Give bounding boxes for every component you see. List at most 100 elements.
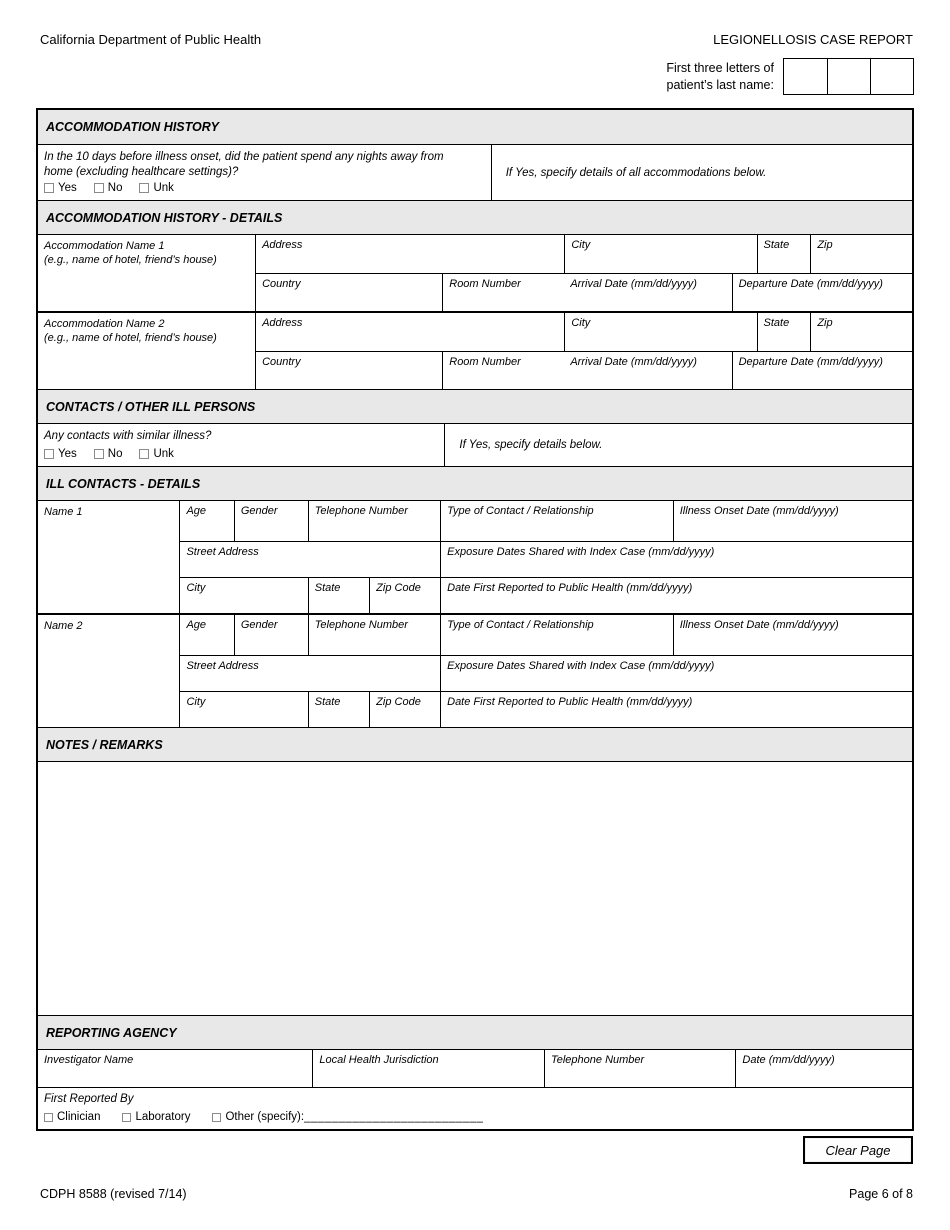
street-address-field[interactable]: Street Address: [186, 546, 259, 558]
option-clinician: Clinician: [44, 1111, 100, 1123]
no-checkbox[interactable]: [93, 449, 104, 459]
option-no: No: [93, 182, 122, 194]
address-field[interactable]: Address: [262, 317, 303, 329]
room-number-field[interactable]: Room Number: [442, 274, 564, 311]
laboratory-checkbox[interactable]: [122, 1112, 132, 1122]
accommodation-2-country-row: Country Room Number Arrival Date (mm/dd/…: [256, 351, 912, 389]
zip-field[interactable]: Zip: [810, 235, 912, 273]
accommodation-question-options: Yes No Unk: [44, 182, 485, 194]
arrival-date-field[interactable]: Arrival Date (mm/dd/yyyy): [570, 278, 697, 290]
accommodation-row-1: Accommodation Name 1 (e.g., name of hote…: [38, 234, 912, 311]
zip-code-field[interactable]: Zip Code: [369, 578, 440, 613]
contact-type-field[interactable]: Type of Contact / Relationship: [440, 615, 673, 655]
contacts-question-options: Yes No Unk: [44, 448, 438, 460]
contact-type-field[interactable]: Type of Contact / Relationship: [440, 501, 673, 541]
illness-onset-date-field[interactable]: Illness Onset Date (mm/dd/yyyy): [672, 501, 912, 541]
state-field[interactable]: State: [756, 235, 811, 273]
unk-checkbox[interactable]: [139, 449, 150, 459]
accommodation-1-country-row: Country Room Number Arrival Date (mm/dd/…: [256, 273, 912, 311]
departure-date-field[interactable]: Departure Date (mm/dd/yyyy): [731, 274, 912, 311]
age-field[interactable]: Age: [186, 505, 207, 517]
option-no: No: [93, 448, 122, 460]
contact-1-info-row: Age Gender Telephone Number Type of Cont…: [180, 501, 912, 541]
zip-code-field[interactable]: Zip Code: [369, 692, 440, 727]
initial-box-1[interactable]: [784, 59, 827, 94]
contact-1-details: Age Gender Telephone Number Type of Cont…: [180, 501, 912, 613]
state-field[interactable]: State: [307, 692, 369, 727]
contact-2-city-row: City State Zip Code Date First Reported …: [180, 691, 912, 727]
other-specify-line[interactable]: __________________________: [304, 1111, 484, 1123]
country-field[interactable]: Country: [262, 278, 301, 290]
first-reported-by-row: First Reported By Clinician Laboratory O…: [38, 1087, 912, 1129]
investigator-name-field[interactable]: Investigator Name: [44, 1054, 134, 1066]
departure-date-field[interactable]: Departure Date (mm/dd/yyyy): [731, 352, 912, 389]
accommodation-name-2-field[interactable]: Accommodation Name 2 (e.g., name of hote…: [38, 313, 257, 389]
age-field[interactable]: Age: [186, 619, 207, 631]
date-first-reported-field[interactable]: Date First Reported to Public Health (mm…: [440, 692, 912, 727]
contact-name-2-field[interactable]: Name 2: [38, 615, 181, 727]
telephone-field[interactable]: Telephone Number: [307, 615, 440, 655]
first-reported-by-label: First Reported By: [44, 1093, 134, 1105]
yes-checkbox[interactable]: [44, 449, 54, 459]
form-title: LEGIONELLOSIS CASE REPORT: [713, 32, 913, 47]
patient-initials-strip: First three letters of patient’s last na…: [666, 58, 914, 95]
accommodation-2-details: Address City State Zip Country Room Numb…: [256, 313, 912, 389]
section-contacts: CONTACTS / OTHER ILL PERSONS: [38, 389, 912, 423]
city-field[interactable]: City: [186, 696, 206, 708]
case-report-form: ACCOMMODATION HISTORY In the 10 days bef…: [36, 108, 914, 1131]
contact-2-details: Age Gender Telephone Number Type of Cont…: [180, 615, 912, 727]
option-laboratory: Laboratory: [122, 1111, 190, 1123]
reporting-agency-row: Investigator Name Local Health Jurisdict…: [38, 1049, 912, 1087]
country-room-group: Country Room Number: [256, 352, 564, 389]
yes-checkbox[interactable]: [44, 183, 54, 193]
other-checkbox[interactable]: [212, 1112, 222, 1122]
exposure-dates-field[interactable]: Exposure Dates Shared with Index Case (m…: [440, 656, 912, 691]
zip-field[interactable]: Zip: [810, 313, 912, 351]
country-field[interactable]: Country: [262, 356, 301, 368]
gender-field[interactable]: Gender: [233, 615, 308, 655]
accommodation-2-address-row: Address City State Zip: [256, 313, 912, 351]
section-accommodation-history: ACCOMMODATION HISTORY: [38, 110, 912, 144]
city-field[interactable]: City: [564, 235, 756, 273]
contact-name-1-field[interactable]: Name 1: [38, 501, 181, 613]
date-first-reported-field[interactable]: Date First Reported to Public Health (mm…: [440, 578, 912, 613]
contacts-if-yes-note: If Yes, specify details below.: [444, 424, 912, 466]
contact-2-address-row: Street Address Exposure Dates Shared wit…: [180, 655, 912, 691]
city-field[interactable]: City: [186, 582, 206, 594]
page-number: Page 6 of 8: [849, 1187, 913, 1201]
accommodation-question-cell: In the 10 days before illness onset, did…: [38, 145, 491, 200]
local-health-jurisdiction-field[interactable]: Local Health Jurisdiction: [312, 1050, 544, 1087]
city-field[interactable]: City: [564, 313, 756, 351]
illness-onset-date-field[interactable]: Illness Onset Date (mm/dd/yyyy): [672, 615, 912, 655]
no-checkbox[interactable]: [93, 183, 104, 193]
accommodation-name-1-field[interactable]: Accommodation Name 1 (e.g., name of hote…: [38, 235, 257, 311]
state-field[interactable]: State: [756, 313, 811, 351]
contact-2-info-row: Age Gender Telephone Number Type of Cont…: [180, 615, 912, 655]
unk-checkbox[interactable]: [139, 183, 150, 193]
page-footer: CDPH 8588 (revised 7/14) Page 6 of 8: [40, 1187, 913, 1201]
option-yes: Yes: [44, 182, 77, 194]
initial-box-3[interactable]: [870, 59, 913, 94]
address-field[interactable]: Address: [262, 239, 303, 251]
clinician-checkbox[interactable]: [44, 1112, 53, 1122]
notes-textarea[interactable]: [38, 761, 912, 1015]
date-field[interactable]: Date (mm/dd/yyyy): [735, 1050, 912, 1087]
gender-field[interactable]: Gender: [233, 501, 308, 541]
accommodation-1-address-row: Address City State Zip: [256, 235, 912, 273]
initial-box-2[interactable]: [827, 59, 870, 94]
option-other: Other (specify): ________________________…: [212, 1111, 483, 1123]
exposure-dates-field[interactable]: Exposure Dates Shared with Index Case (m…: [440, 542, 912, 577]
clear-page-button[interactable]: Clear Page: [803, 1136, 913, 1164]
telephone-field[interactable]: Telephone Number: [307, 501, 440, 541]
state-field[interactable]: State: [307, 578, 369, 613]
patient-initials-boxes: [783, 58, 914, 95]
arrival-date-field[interactable]: Arrival Date (mm/dd/yyyy): [570, 356, 697, 368]
room-number-field[interactable]: Room Number: [442, 352, 564, 389]
page-header: California Department of Public Health L…: [40, 32, 913, 47]
telephone-number-field[interactable]: Telephone Number: [544, 1050, 735, 1087]
first-reported-by-options: Clinician Laboratory Other (specify): ___…: [44, 1111, 906, 1123]
section-accommodation-details: ACCOMMODATION HISTORY - DETAILS: [38, 200, 912, 234]
street-address-field[interactable]: Street Address: [186, 660, 259, 672]
accommodation-1-details: Address City State Zip Country Room Numb…: [256, 235, 912, 311]
